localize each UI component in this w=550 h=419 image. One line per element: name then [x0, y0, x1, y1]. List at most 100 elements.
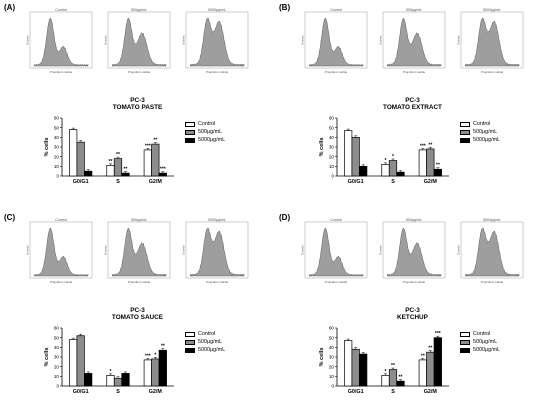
significance-label: ** — [109, 159, 113, 165]
y-tick-label: 10 — [54, 164, 60, 169]
histogram-axis-x-label: Propidium iodide — [403, 280, 426, 284]
histogram-axis-x-label: Propidium iodide — [206, 280, 229, 284]
bar — [351, 136, 360, 177]
histogram: 5000µg/mL Events Propidium iodide — [182, 218, 249, 284]
histogram-frame — [185, 11, 249, 69]
x-tick-label: S — [116, 179, 120, 185]
histogram-plot: Events Propidium iodide — [301, 221, 368, 284]
significance-label: ** — [124, 167, 128, 173]
significance-label: *** — [145, 143, 151, 149]
histogram-label: Control — [330, 8, 342, 12]
y-tick-label: 60 — [329, 326, 335, 331]
histogram-area — [308, 227, 364, 277]
histogram-axis-y-label: Events — [104, 35, 108, 45]
significance-label: * — [385, 369, 387, 375]
histogram-axis-y-label: Events — [301, 245, 305, 255]
significance-label: ** — [153, 138, 157, 144]
bar — [151, 143, 160, 177]
legend-label: 500µg/mL — [473, 129, 498, 135]
histogram-label: Control — [330, 218, 342, 222]
histogram-row: Control Events Propidium iodide 500µg/mL Eve… — [26, 8, 260, 80]
bar — [418, 359, 427, 387]
significance-label: ** — [399, 375, 403, 381]
histogram-area — [33, 17, 89, 67]
legend-item: 500µg/mL — [185, 128, 225, 136]
y-tick-label: 0 — [331, 174, 334, 179]
chart-title-line1: PC-3 — [405, 307, 420, 314]
y-tick-label: 10 — [329, 374, 335, 379]
histogram-plot: Events Propidium iodide — [104, 221, 171, 284]
significance-label: ** — [116, 152, 120, 158]
histogram-axis-y-label: Events — [182, 35, 186, 45]
y-tick-label: 50 — [329, 125, 335, 130]
histogram-axis-x-label: Propidium iodide — [403, 70, 426, 74]
panel-c: (C) Control Events Propidium iodide 500µg/m… — [0, 210, 275, 419]
y-tick-label: 40 — [54, 345, 60, 350]
y-tick-label: 30 — [329, 145, 335, 150]
significance-label: * — [385, 158, 387, 164]
bar — [418, 149, 427, 177]
legend: Control 500µg/mL 5000µg/mL — [460, 330, 500, 354]
significance-label: *** — [435, 331, 441, 337]
histogram: 500µg/mL Events Propidium iodide — [104, 8, 171, 74]
bar — [106, 375, 115, 387]
legend-item: Control — [460, 120, 500, 128]
histogram-axis-y-label: Events — [457, 35, 461, 45]
y-tick-label: 20 — [54, 364, 60, 369]
histogram-axis-y-label: Events — [182, 245, 186, 255]
legend-label: Control — [198, 331, 216, 337]
legend-item: 500µg/mL — [185, 338, 225, 346]
histogram-row: Control Events Propidium iodide 500µg/mL Eve… — [26, 218, 260, 290]
legend-swatch — [185, 331, 195, 337]
legend-label: 500µg/mL — [473, 339, 498, 345]
legend-swatch — [185, 129, 195, 135]
histogram-plot: Events Propidium iodide — [26, 11, 93, 74]
histogram-area — [464, 227, 520, 277]
legend-item: 5000µg/mL — [460, 346, 500, 354]
legend-item: Control — [460, 330, 500, 338]
y-axis-label: % cells — [319, 348, 325, 367]
legend-swatch — [460, 121, 470, 127]
chart-title-line2: TOMATO SAUCE — [111, 314, 164, 321]
histogram-area — [111, 17, 167, 67]
y-tick-label: 40 — [329, 135, 335, 140]
significance-label: *** — [160, 167, 166, 173]
histogram-frame — [29, 221, 93, 279]
histogram: Control Events Propidium iodide — [26, 218, 93, 284]
histogram: 500µg/mL Events Propidium iodide — [379, 218, 446, 284]
histogram-plot: Events Propidium iodide — [457, 11, 524, 74]
legend-item: Control — [185, 120, 225, 128]
y-tick-label: 20 — [54, 154, 60, 159]
histogram: 500µg/mL Events Propidium iodide — [104, 218, 171, 284]
y-tick-label: 50 — [329, 335, 335, 340]
legend-label: Control — [473, 121, 491, 127]
legend-label: Control — [198, 121, 216, 127]
bar — [344, 340, 353, 387]
histogram-plot: Events Propidium iodide — [104, 11, 171, 74]
bar — [106, 165, 115, 177]
panel-letter: (A) — [4, 3, 16, 12]
histogram-axis-y-label: Events — [379, 245, 383, 255]
histogram-area — [189, 227, 245, 277]
histogram-area — [386, 227, 442, 277]
histogram-label: Control — [55, 218, 67, 222]
histogram: 5000µg/mL Events Propidium iodide — [457, 8, 524, 74]
histogram-axis-y-label: Events — [104, 245, 108, 255]
histogram-area — [464, 17, 520, 67]
histogram-frame — [460, 221, 524, 279]
histogram-frame — [304, 221, 368, 279]
legend-swatch — [460, 331, 470, 337]
y-tick-label: 30 — [329, 355, 335, 360]
legend-label: 5000µg/mL — [473, 137, 501, 143]
histogram-axis-x-label: Propidium iodide — [481, 280, 504, 284]
bar — [351, 348, 360, 387]
x-tick-label: G2/M — [424, 179, 438, 185]
histogram-plot: Events Propidium iodide — [379, 221, 446, 284]
chart-title: PC-3 TOMATO SAUCE — [0, 307, 275, 321]
legend: Control 500µg/mL 5000µg/mL — [185, 120, 225, 144]
x-tick-label: S — [391, 179, 395, 185]
histogram-area — [111, 227, 167, 277]
histogram: Control Events Propidium iodide — [301, 8, 368, 74]
chart-title-line2: TOMATO EXTRACT — [383, 104, 442, 111]
